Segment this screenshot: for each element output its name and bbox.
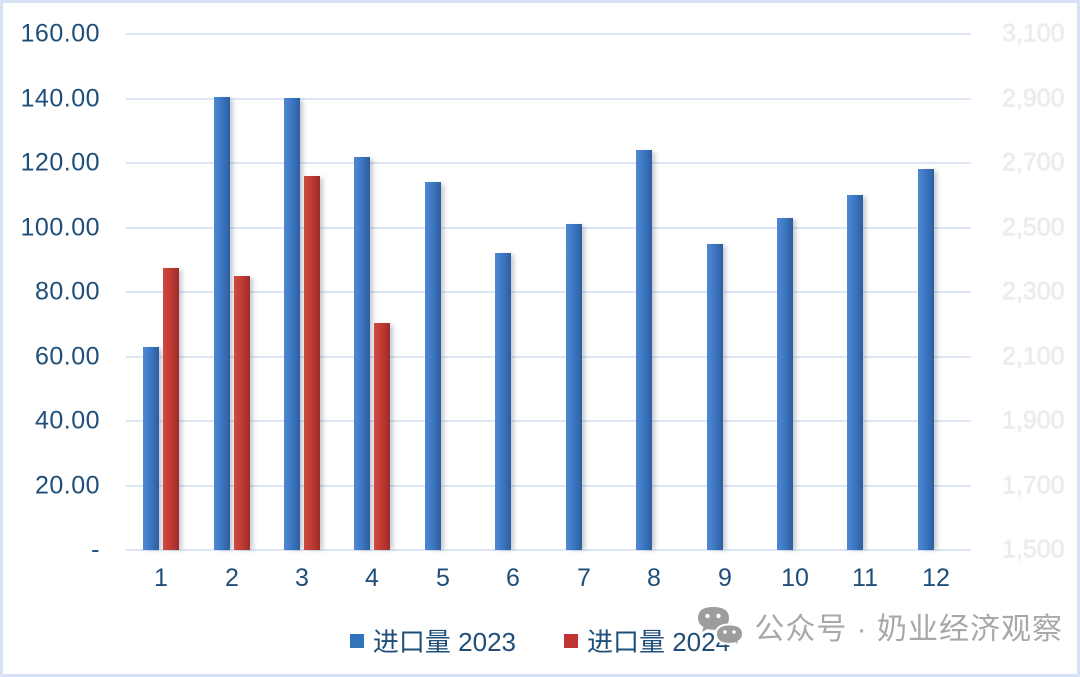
right-axis-tick: 1,900 [1002, 406, 1065, 435]
wechat-icon [696, 604, 745, 648]
gridline [126, 291, 971, 293]
left-axis-tick: 160.00 [20, 19, 100, 48]
left-axis-tick: 60.00 [34, 342, 100, 371]
right-axis-tick: 3,100 [1002, 19, 1065, 48]
left-axis-tick: 120.00 [20, 148, 100, 177]
bar-2023-month-12 [918, 169, 934, 550]
bar-2024-month-4 [374, 323, 390, 550]
legend-swatch-2023-icon [349, 633, 364, 648]
legend-label-2023: 进口量 2023 [372, 627, 516, 657]
gridline [126, 162, 971, 164]
watermark: 公众号 · 奶业经济观察 [696, 604, 1063, 648]
legend-swatch-2024-icon [564, 633, 578, 648]
bar-2023-month-2 [214, 97, 230, 550]
bar-2023-month-4 [354, 157, 370, 550]
bar-2023-month-5 [425, 182, 441, 550]
right-axis-tick: 2,700 [1002, 148, 1065, 177]
right-axis-tick: 2,500 [1002, 213, 1065, 242]
bar-2024-month-3 [304, 176, 320, 550]
plot-area [126, 33, 971, 551]
gridline [126, 227, 971, 229]
legend-item-2023: 进口量 2023 [349, 622, 516, 659]
x-axis-tick-month-11: 11 [852, 564, 878, 592]
x-axis-tick-month-9: 9 [718, 564, 732, 592]
x-axis-tick-month-10: 10 [781, 564, 809, 592]
bar-2024-month-1 [163, 268, 179, 550]
bar-2023-month-10 [777, 218, 793, 550]
right-axis-tick: 2,300 [1002, 277, 1065, 306]
bar-2023-month-7 [566, 224, 582, 550]
bar-2023-month-6 [495, 253, 511, 550]
x-axis-tick-month-3: 3 [295, 564, 309, 592]
x-axis-tick-month-7: 7 [577, 564, 591, 592]
x-axis-tick-month-2: 2 [225, 564, 239, 592]
bar-2023-month-11 [847, 195, 863, 550]
legend-item-2024: 进口量 2024 [564, 622, 730, 659]
x-axis-tick-month-5: 5 [436, 564, 450, 592]
bar-2023-month-3 [284, 98, 300, 550]
bar-2023-month-9 [707, 244, 723, 550]
bar-2023-month-1 [143, 347, 159, 550]
watermark-text: 公众号 · 奶业经济观察 [754, 613, 1063, 646]
gridline [126, 98, 971, 100]
x-axis-tick-month-6: 6 [506, 564, 520, 592]
legend: 进口量 2023 进口量 2024 [3, 622, 1077, 659]
left-axis-tick: 100.00 [20, 213, 100, 242]
x-axis-tick-month-4: 4 [365, 564, 379, 592]
left-axis-tick: 20.00 [34, 471, 100, 500]
left-axis-tick: 40.00 [34, 406, 100, 435]
left-axis-tick: - [91, 535, 100, 564]
gridline [126, 485, 971, 487]
bar-2024-month-2 [234, 276, 250, 550]
left-axis-tick: 140.00 [20, 84, 100, 113]
x-axis-tick-month-12: 12 [922, 564, 950, 592]
right-axis-tick: 1,700 [1002, 471, 1065, 500]
right-axis-tick: 2,900 [1002, 84, 1065, 113]
x-axis-tick-month-1: 1 [154, 564, 168, 592]
legend-label-2024: 进口量 2024 [587, 627, 731, 657]
x-axis-tick-month-8: 8 [647, 564, 661, 592]
right-axis-tick: 2,100 [1002, 342, 1065, 371]
right-axis-tick: 1,500 [1002, 535, 1065, 564]
gridline [126, 549, 971, 551]
gridline [126, 420, 971, 422]
gridline [126, 356, 971, 358]
bar-2023-month-8 [636, 150, 652, 550]
left-axis-tick: 80.00 [34, 277, 100, 306]
gridline [126, 33, 971, 35]
